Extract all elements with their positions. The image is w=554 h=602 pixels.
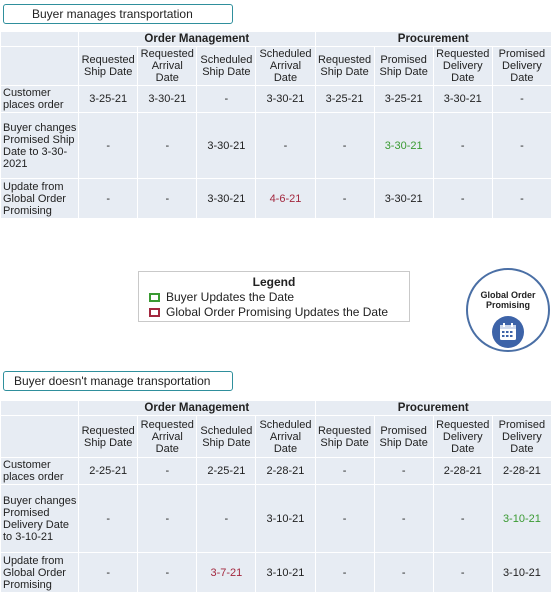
date-cell: 3-25-21 [314,85,375,113]
table-row: Buyer changes Promised Delivery Date to … [0,484,553,553]
date-cell: - [491,112,553,179]
row-label: Customer places order [0,457,80,485]
date-cell: - [373,457,434,485]
date-cell: - [255,112,316,179]
date-cell: - [78,484,139,553]
row-label: Update from Global Order Promising [0,178,80,219]
corner-cell [0,46,80,86]
date-cell: - [137,552,198,593]
date-cell: - [78,552,139,593]
legend-title: Legend [252,275,296,289]
legend-label: Buyer Updates the Date [166,290,295,304]
row-label: Customer places order [0,85,80,113]
column-header: Promised Delivery Date [491,415,553,458]
table-row: Update from Global Order Promising - - 3… [0,552,553,593]
corner-cell [0,31,80,47]
row-label: Update from Global Order Promising [0,552,80,593]
calendar-icon [492,316,524,348]
date-cell: 3-10-21 [491,552,553,593]
date-cell: - [314,457,375,485]
column-header: Scheduled Arrival Date [255,415,316,458]
column-header: Requested Ship Date [314,415,375,458]
date-cell: 2-28-21 [491,457,553,485]
date-cell: 3-30-21 [432,85,493,113]
date-cell: 2-25-21 [196,457,257,485]
column-header: Requested Ship Date [78,415,139,458]
legend-swatch-green [149,293,160,302]
date-cell: 3-30-21 [196,112,257,179]
legend-swatch-red [149,308,160,317]
global-order-promising-badge: Global Order Promising [466,268,550,352]
callout-buyer-doesnt-manage: Buyer doesn't manage transportation [3,371,233,391]
date-cell: 3-10-21 [255,484,316,553]
column-header: Promised Delivery Date [491,46,553,86]
date-cell: 2-25-21 [78,457,139,485]
date-cell: 3-25-21 [78,85,139,113]
callout-buyer-manages: Buyer manages transportation [3,4,233,24]
legend-item-gop: Global Order Promising Updates the Date [139,305,409,319]
date-cell: - [373,484,434,553]
date-cell-buyer-update: 3-10-21 [491,484,553,553]
table-row: Buyer changes Promised Ship Date to 3-30… [0,112,553,179]
date-cell: 3-10-21 [255,552,316,593]
table-buyer-doesnt-manage: Order Management Procurement Requested S… [0,400,553,593]
column-header: Requested Arrival Date [137,415,198,458]
date-cell: - [137,457,198,485]
table-row: Update from Global Order Promising - - 3… [0,178,553,219]
badge-label: Global Order Promising [480,290,536,310]
group-procurement: Procurement [314,31,553,47]
date-cell: - [432,484,493,553]
date-cell: - [314,552,375,593]
legend-label: Global Order Promising Updates the Date [166,305,389,319]
table-buyer-manages: Order Management Procurement Requested S… [0,31,553,219]
date-cell: 3-30-21 [373,178,434,219]
legend: Legend Buyer Updates the Date Global Ord… [138,271,410,322]
date-cell: 3-30-21 [196,178,257,219]
row-label: Buyer changes Promised Delivery Date to … [0,484,80,553]
date-cell: - [373,552,434,593]
group-order-management: Order Management [78,400,316,416]
column-header: Requested Ship Date [314,46,375,86]
column-header: Requested Delivery Date [432,46,493,86]
column-header: Requested Arrival Date [137,46,198,86]
row-label: Buyer changes Promised Ship Date to 3-30… [0,112,80,179]
date-cell: 2-28-21 [255,457,316,485]
group-procurement: Procurement [314,400,553,416]
column-header: Scheduled Ship Date [196,415,257,458]
date-cell: 2-28-21 [432,457,493,485]
column-header: Requested Ship Date [78,46,139,86]
corner-cell [0,400,80,416]
date-cell: - [432,178,493,219]
date-cell: - [491,85,553,113]
date-cell-buyer-update: 3-30-21 [373,112,434,179]
date-cell: - [137,484,198,553]
date-cell: 3-30-21 [255,85,316,113]
column-header: Scheduled Arrival Date [255,46,316,86]
date-cell: - [432,112,493,179]
corner-cell [0,415,80,458]
table-row: Customer places order 2-25-21 - 2-25-21 … [0,457,553,485]
column-header: Promised Ship Date [373,415,434,458]
column-header: Scheduled Ship Date [196,46,257,86]
date-cell: - [196,85,257,113]
date-cell: - [137,112,198,179]
date-cell-gop-update: 4-6-21 [255,178,316,219]
date-cell: 3-30-21 [137,85,198,113]
date-cell: 3-25-21 [373,85,434,113]
date-cell: - [314,178,375,219]
table-row: Customer places order 3-25-21 3-30-21 - … [0,85,553,113]
date-cell: - [78,112,139,179]
date-cell-gop-update: 3-7-21 [196,552,257,593]
date-cell: - [314,112,375,179]
group-order-management: Order Management [78,31,316,47]
date-cell: - [196,484,257,553]
date-cell: - [78,178,139,219]
date-cell: - [491,178,553,219]
date-cell: - [137,178,198,219]
date-cell: - [432,552,493,593]
legend-item-buyer: Buyer Updates the Date [139,290,409,304]
date-cell: - [314,484,375,553]
column-header: Requested Delivery Date [432,415,493,458]
column-header: Promised Ship Date [373,46,434,86]
